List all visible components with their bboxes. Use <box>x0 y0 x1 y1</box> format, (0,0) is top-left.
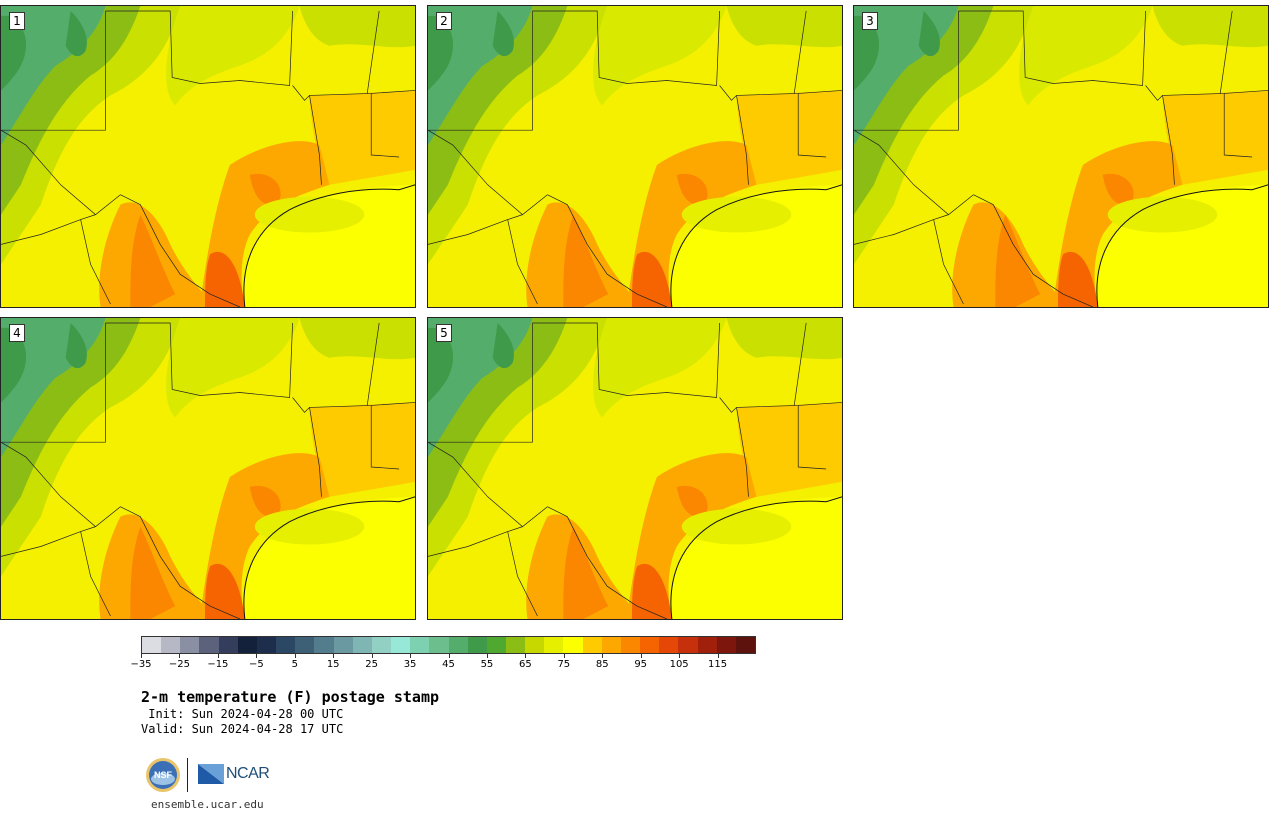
colorbar-tick <box>141 654 142 658</box>
colorbar-tick-label: 65 <box>519 659 532 670</box>
colorbar-swatch <box>486 637 506 653</box>
colorbar-swatch <box>142 637 162 653</box>
colorbar-swatch <box>505 637 526 653</box>
map-panel-3: 3 <box>853 5 1269 308</box>
colorbar-swatch <box>544 637 564 653</box>
colorbar-swatch <box>314 637 334 653</box>
colorbar-tick-label: 105 <box>669 659 689 670</box>
valid-time: Valid: Sun 2024-04-28 17 UTC <box>141 722 344 736</box>
colorbar-tick-label: −5 <box>248 659 264 670</box>
colorbar-swatch <box>697 637 717 653</box>
colorbar-swatch <box>276 637 296 653</box>
colorbar-tick-label: 5 <box>291 659 298 670</box>
panel-number: 2 <box>436 12 452 30</box>
colorbar-tick-label: 115 <box>708 659 728 670</box>
init-time: Init: Sun 2024-04-28 00 UTC <box>141 707 344 721</box>
colorbar-swatch <box>371 637 392 653</box>
nsf-logo-text: NSF <box>154 770 173 780</box>
colorbar-tick <box>371 654 373 658</box>
colorbar-swatch <box>601 637 621 653</box>
panel-number: 3 <box>862 12 878 30</box>
colorbar-swatch <box>352 637 372 653</box>
colorbar-swatch <box>410 637 430 653</box>
temperature-map <box>1 318 415 619</box>
colorbar-swatch <box>237 637 257 653</box>
map-panel-4: 4 <box>0 317 416 620</box>
colorbar-swatch <box>391 637 411 653</box>
colorbar-swatch <box>640 637 660 653</box>
colorbar-tick <box>448 654 450 658</box>
panel-number: 5 <box>436 324 452 342</box>
site-url: ensemble.ucar.edu <box>151 798 264 811</box>
map-panel-1: 1 <box>0 5 416 308</box>
colorbar-tick <box>333 654 335 658</box>
ncar-logo-text: NCAR <box>226 765 270 782</box>
colorbar-tick-label: 35 <box>403 659 417 670</box>
colorbar-tick <box>294 654 296 658</box>
logo-divider <box>187 758 188 792</box>
ncar-logo: NCAR <box>198 762 270 786</box>
colorbar-swatch <box>199 637 219 653</box>
colorbar-tick <box>486 654 488 658</box>
colorbar-tick-label: −35 <box>130 659 152 670</box>
colorbar <box>141 636 756 654</box>
colorbar-swatch <box>659 637 679 653</box>
colorbar-tick-label: 25 <box>365 659 378 670</box>
map-panel-2: 2 <box>427 5 843 308</box>
colorbar-tick <box>179 654 181 658</box>
colorbar-tick-label: 45 <box>442 659 455 670</box>
colorbar-swatch <box>295 637 315 653</box>
colorbar-tick-label: 85 <box>595 659 609 670</box>
colorbar-swatch <box>161 637 181 653</box>
colorbar-swatch <box>678 637 698 653</box>
colorbar-swatch <box>467 637 487 653</box>
colorbar-tick <box>525 654 527 658</box>
panel-number: 4 <box>9 324 25 342</box>
colorbar-tick-label: 95 <box>634 659 648 670</box>
temperature-map <box>1 6 415 307</box>
colorbar-swatch <box>563 637 583 653</box>
colorbar-tick <box>217 654 219 658</box>
nsf-logo: NSF <box>145 757 181 793</box>
colorbar-swatch <box>256 637 277 653</box>
colorbar-swatch <box>429 637 449 653</box>
colorbar-tick <box>679 654 681 658</box>
colorbar-tick <box>410 654 412 658</box>
colorbar-swatch <box>716 637 736 653</box>
temperature-map <box>428 318 842 619</box>
plot-title: 2-m temperature (F) postage stamp <box>141 688 440 706</box>
colorbar-swatch <box>620 637 641 653</box>
panel-number: 1 <box>9 12 25 30</box>
colorbar-tick <box>563 654 565 658</box>
colorbar-tick <box>717 654 719 658</box>
colorbar-ticks: −35 −25 −15 −5 5 15 25 35 45 55 65 75 85 95 105 115 <box>130 654 756 674</box>
colorbar-tick-label: −15 <box>207 659 229 670</box>
colorbar-tick <box>256 654 258 658</box>
colorbar-tick-label: 75 <box>557 659 571 670</box>
colorbar-tick <box>602 654 604 658</box>
colorbar-swatch <box>525 637 545 653</box>
colorbar-swatch <box>333 637 353 653</box>
colorbar-tick-label: 55 <box>480 659 494 670</box>
map-panel-5: 5 <box>427 317 843 620</box>
colorbar-swatch <box>218 637 238 653</box>
colorbar-swatch <box>582 637 602 653</box>
colorbar-tick-label: −25 <box>168 659 190 670</box>
temperature-map <box>428 6 842 307</box>
colorbar-swatch <box>448 637 468 653</box>
colorbar-swatch <box>735 637 755 653</box>
colorbar-swatch <box>180 637 200 653</box>
temperature-map <box>854 6 1268 307</box>
colorbar-tick-label: 15 <box>326 659 340 670</box>
colorbar-tick <box>640 654 642 658</box>
